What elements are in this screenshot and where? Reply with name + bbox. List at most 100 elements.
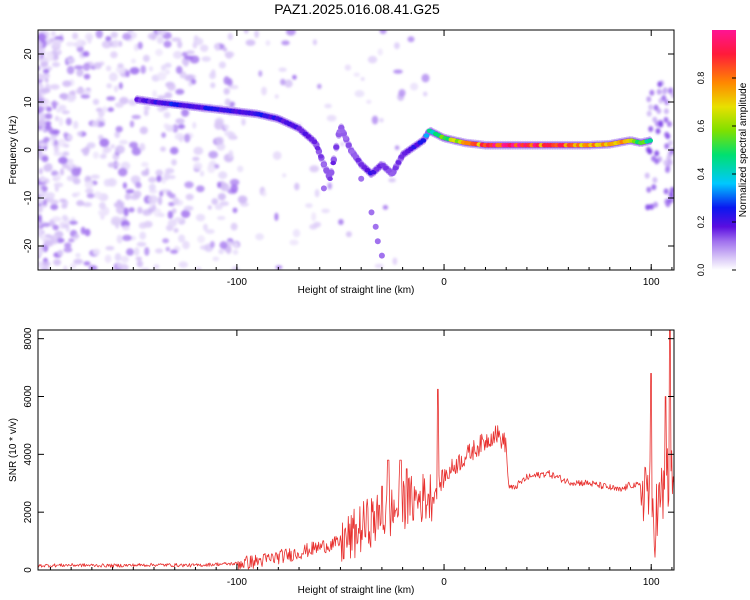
spectrogram-noise-cell: [665, 201, 671, 208]
spectrogram-noise-cell: [147, 195, 158, 204]
spectrogram-noise-cell: [127, 30, 134, 34]
spectrogram-noise-cell: [142, 54, 150, 63]
spectrogram-noise-cell: [73, 233, 80, 239]
spectrogram-noise-cell: [53, 144, 60, 153]
spectrogram-noise-cell: [73, 258, 84, 265]
spectrogram-noise-cell: [165, 246, 170, 252]
spectrogram-noise-cell: [145, 167, 150, 176]
spectrogram-noise-cell: [230, 184, 238, 193]
spectrogram-noise-cell: [281, 40, 290, 46]
spectrogram-noise-cell: [46, 106, 52, 112]
spectrogram-noise-cell: [649, 203, 655, 210]
spectrogram-noise-cell: [353, 72, 360, 77]
spectrogram-noise-cell: [214, 117, 224, 127]
spectrogram-noise-cell: [62, 80, 72, 87]
spectrogram-noise-cell: [104, 254, 112, 263]
spectrogram-ridge-cell: [389, 171, 396, 177]
spectrogram-noise-cell: [116, 234, 123, 244]
spectrogram-noise-cell: [66, 41, 75, 47]
spectrogram-noise-cell: [41, 155, 49, 163]
spectrogram-noise-cell: [211, 198, 219, 205]
spectrogram-noise-cell: [654, 158, 660, 165]
colorbar-tick-label: 0.6: [696, 120, 706, 133]
spectrogram-ylabel: Frequency (Hz): [8, 116, 19, 185]
spectrogram-ridge-cell: [395, 160, 402, 165]
spectrogram-noise-cell: [84, 180, 94, 189]
spectrogram-noise-cell: [116, 199, 122, 205]
spectrogram-noise-cell: [652, 177, 658, 184]
spectrogram-noise-cell: [88, 265, 98, 270]
spectrogram-noise-cell: [98, 209, 108, 216]
spectrogram-noise-cell: [66, 65, 75, 75]
spectrogram-noise-cell: [87, 35, 92, 44]
spectrogram-noise-cell: [366, 99, 372, 104]
spectrogram-noise-cell: [423, 91, 428, 97]
spectrogram-noise-cell: [136, 260, 144, 268]
spectrogram-noise-cell: [120, 201, 125, 209]
snr-xlabel: Height of straight line (km): [298, 585, 415, 596]
spectrogram-noise-cell: [220, 183, 230, 192]
spectrogram-noise-cell: [76, 45, 84, 53]
spectrogram-noise-cell: [163, 111, 171, 119]
spectrogram-noise-cell: [661, 95, 667, 102]
spectrogram-noise-cell: [125, 70, 130, 78]
snr-series-line: [38, 330, 674, 570]
spectrogram-noise-cell: [99, 154, 107, 159]
spectrogram-noise-cell: [327, 182, 333, 190]
spectrogram-noise-cell: [184, 74, 195, 82]
spectrogram-noise-cell: [646, 110, 652, 117]
spectrogram-noise-cell: [92, 151, 99, 159]
spectrogram-noise-cell: [72, 32, 79, 40]
spectrogram-noise-cell: [379, 30, 387, 35]
spectrogram-noise-cell: [51, 40, 62, 49]
spectrogram-noise-cell: [50, 204, 59, 211]
spectrogram-noise-cell: [311, 212, 317, 222]
spectrogram-ridge-cell: [398, 154, 405, 159]
snr-plot-area: [38, 330, 674, 570]
spectrogram-noise-cell: [164, 92, 173, 99]
spectrogram-noise-cell: [652, 116, 658, 123]
colorbar-tick-label: 0.2: [696, 216, 706, 229]
spectrogram-ridge-cell: [320, 185, 327, 192]
spectrogram-noise-cell: [393, 69, 403, 74]
spectrogram-noise-cell: [205, 229, 215, 234]
spectrogram-noise-cell: [217, 181, 222, 189]
spectrogram-noise-cell: [367, 55, 378, 64]
spectrogram-noise-cell: [173, 50, 183, 59]
spectrogram-noise-cell: [168, 175, 176, 180]
spectrogram-noise-cell: [210, 241, 215, 248]
spectrogram-noise-cell: [199, 170, 205, 177]
spectrogram-noise-cell: [116, 262, 123, 269]
spectrogram-noise-cell: [82, 51, 90, 57]
spectrogram-noise-cell: [344, 64, 352, 71]
spectrogram-noise-cell: [85, 188, 94, 194]
spectrogram-noise-cell: [139, 126, 148, 135]
colorbar-tick-label: 0.0: [696, 264, 706, 277]
spectrogram-ridge-cell: [420, 138, 427, 143]
spectrogram-noise-cell: [52, 234, 58, 241]
spectrogram-noise-cell: [184, 181, 194, 189]
spectrogram-noise-cell: [663, 159, 669, 166]
spectrogram-noise-cell: [160, 146, 166, 152]
spectrogram-noise-cell: [76, 38, 82, 46]
spectrogram-noise-cell: [186, 50, 195, 55]
spectrogram-noise-cell: [58, 156, 68, 165]
spectrogram-noise-cell: [80, 94, 91, 99]
spectrogram-noise-cell: [164, 62, 172, 68]
spectrogram-noise-cell: [38, 206, 44, 213]
spectrogram-noise-cell: [38, 32, 47, 42]
spectrogram-noise-cell: [215, 136, 224, 145]
spectrogram-noise-cell: [138, 222, 147, 229]
spectrogram-noise-cell: [165, 69, 171, 75]
spectrogram-noise-cell: [156, 36, 164, 44]
spectrogram-noise-cell: [123, 207, 129, 217]
spectrogram-noise-cell: [305, 203, 313, 209]
spectrogram-noise-cell: [193, 146, 204, 155]
spectrogram-noise-cell: [102, 146, 112, 153]
spectrogram-noise-cell: [82, 149, 89, 156]
spectrogram-noise-cell: [54, 115, 60, 122]
spectrogram-ridge-cell: [349, 149, 355, 154]
spectrogram-noise-cell: [38, 228, 43, 237]
spectrogram-noise-cell: [45, 113, 53, 120]
spectrogram-noise-cell: [222, 47, 227, 52]
